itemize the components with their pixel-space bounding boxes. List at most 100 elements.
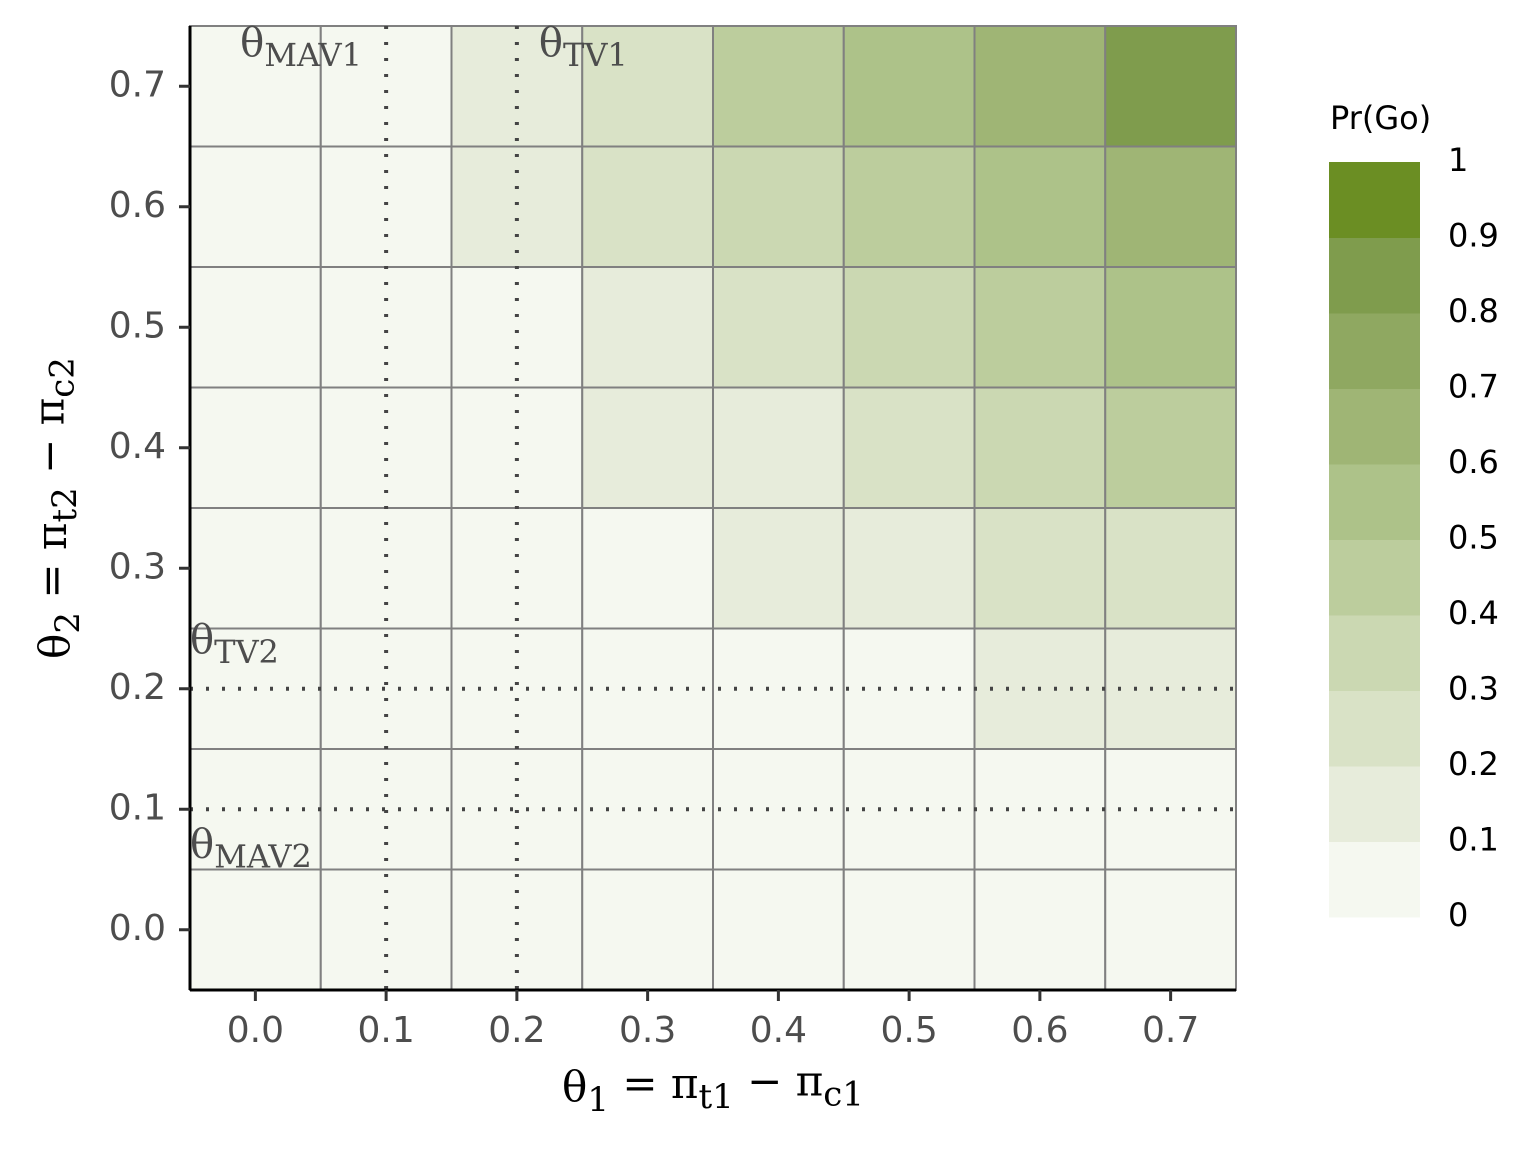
y-axis-title-part: 2 bbox=[48, 612, 88, 634]
reference-label: θMAV2 bbox=[190, 821, 312, 875]
heatmap-cell bbox=[712, 145, 845, 268]
heatmap-cell bbox=[189, 145, 322, 268]
heatmap-cell bbox=[712, 868, 845, 991]
legend-label: 1 bbox=[1448, 141, 1468, 179]
reference-label-part: TV2 bbox=[214, 632, 279, 670]
legend-label: 0.2 bbox=[1448, 745, 1499, 783]
x-axis-title-part: − π bbox=[734, 1056, 824, 1105]
legend-swatch bbox=[1329, 539, 1420, 616]
y-tick-label: 0.7 bbox=[109, 64, 166, 105]
reference-label-part: MAV1 bbox=[264, 36, 362, 74]
heatmap-cell bbox=[842, 25, 976, 148]
heatmap-cell bbox=[581, 386, 714, 509]
y-tick-label: 0.6 bbox=[109, 185, 166, 226]
y-axis-title-part: t2 bbox=[45, 487, 85, 522]
y-tick-label: 0.5 bbox=[109, 305, 166, 346]
x-tick-label: 0.3 bbox=[619, 1010, 676, 1051]
reference-label: θTV1 bbox=[539, 20, 628, 74]
legend-swatch bbox=[1329, 615, 1420, 691]
heatmap-cell bbox=[712, 627, 845, 750]
heatmap-cell bbox=[450, 868, 584, 991]
heatmap-cell bbox=[712, 266, 845, 389]
heatmap-cell bbox=[842, 266, 976, 389]
heatmap-cell bbox=[1104, 507, 1237, 630]
heatmap-cell bbox=[973, 266, 1107, 389]
legend-label: 0.1 bbox=[1448, 821, 1499, 859]
y-tick-label: 0.0 bbox=[109, 908, 166, 949]
heatmap-cell bbox=[319, 868, 453, 991]
x-axis-title-part: θ bbox=[562, 1062, 587, 1111]
x-tick-label: 0.7 bbox=[1142, 1010, 1199, 1051]
reference-label-part: θ bbox=[190, 821, 214, 867]
legend-swatch bbox=[1329, 766, 1420, 842]
heatmap-cell bbox=[581, 627, 714, 750]
reference-label-part: θ bbox=[240, 20, 264, 66]
heatmap-cell bbox=[712, 507, 845, 630]
heatmap-cell bbox=[973, 507, 1107, 630]
y-tick-label: 0.4 bbox=[109, 426, 166, 467]
heatmap-cell bbox=[581, 266, 714, 389]
reference-label: θMAV1 bbox=[240, 20, 362, 74]
heatmap-cell bbox=[450, 25, 584, 148]
x-tick-label: 0.6 bbox=[1011, 1010, 1068, 1051]
heatmap-cell bbox=[842, 748, 976, 871]
legend-swatch bbox=[1329, 388, 1420, 465]
x-axis-title-part: t1 bbox=[698, 1077, 733, 1117]
legend-label: 0.3 bbox=[1448, 670, 1499, 708]
heatmap-cell bbox=[842, 145, 976, 268]
heatmap-cell bbox=[581, 507, 714, 630]
heatmap-cell bbox=[973, 145, 1107, 268]
x-axis-title-part: = π bbox=[609, 1059, 699, 1108]
heatmap-cell bbox=[581, 748, 714, 871]
x-tick-label: 0.4 bbox=[750, 1010, 807, 1051]
heatmap-cell bbox=[189, 507, 322, 630]
heatmap-cell bbox=[450, 507, 584, 630]
heatmap-cell bbox=[450, 386, 584, 509]
reference-label-part: MAV2 bbox=[214, 837, 312, 875]
reference-label-part: θ bbox=[190, 617, 214, 663]
heatmap-cell bbox=[973, 25, 1107, 148]
heatmap-cell bbox=[189, 868, 322, 991]
x-axis-title-part: 1 bbox=[587, 1080, 609, 1120]
heatmap-cell bbox=[581, 25, 714, 148]
heatmap-cell bbox=[842, 507, 976, 630]
y-axis-title-part: c2 bbox=[42, 357, 82, 398]
legend-label: 0.9 bbox=[1448, 217, 1499, 255]
x-axis-title: θ1 = πt1 − πc1 bbox=[562, 1056, 864, 1120]
legend-label: 0.7 bbox=[1448, 368, 1499, 406]
y-tick-label: 0.3 bbox=[109, 546, 166, 587]
x-tick-label: 0.5 bbox=[880, 1010, 937, 1051]
x-tick-label: 0.0 bbox=[227, 1010, 284, 1051]
legend-swatch bbox=[1329, 162, 1420, 238]
legend-swatch bbox=[1329, 690, 1420, 767]
heatmap-cell bbox=[189, 25, 322, 148]
legend-label: 0 bbox=[1448, 896, 1468, 934]
x-tick-label: 0.1 bbox=[357, 1010, 414, 1051]
heatmap-cell bbox=[189, 386, 322, 509]
x-tick-label: 0.2 bbox=[488, 1010, 545, 1051]
legend-swatch bbox=[1329, 464, 1420, 540]
heatmap-cell bbox=[973, 386, 1107, 509]
reference-label-part: θ bbox=[539, 20, 563, 66]
y-tick-label: 0.1 bbox=[109, 787, 166, 828]
heatmap-cell bbox=[319, 145, 453, 268]
heatmap-cell bbox=[973, 868, 1107, 991]
heatmap-cell bbox=[189, 266, 322, 389]
legend-title: Pr(Go) bbox=[1330, 99, 1431, 137]
legend-label: 0.8 bbox=[1448, 292, 1499, 330]
heatmap-cell bbox=[319, 266, 453, 389]
heatmap-cell bbox=[1104, 25, 1237, 148]
heatmap-cell bbox=[450, 748, 584, 871]
reference-label-part: TV1 bbox=[563, 36, 628, 74]
legend-label: 0.6 bbox=[1448, 443, 1499, 481]
heatmap-cell bbox=[581, 868, 714, 991]
reference-label: θTV2 bbox=[190, 617, 279, 671]
heatmap-cell bbox=[1104, 145, 1237, 268]
heatmap-cell bbox=[319, 748, 453, 871]
y-axis-title-part: θ bbox=[30, 634, 79, 659]
heatmap-cell bbox=[319, 386, 453, 509]
heatmap-cell bbox=[1104, 868, 1237, 991]
y-tick-label: 0.2 bbox=[109, 667, 166, 708]
legend-swatch bbox=[1329, 841, 1420, 918]
y-axis-title-part: = π bbox=[27, 523, 76, 613]
